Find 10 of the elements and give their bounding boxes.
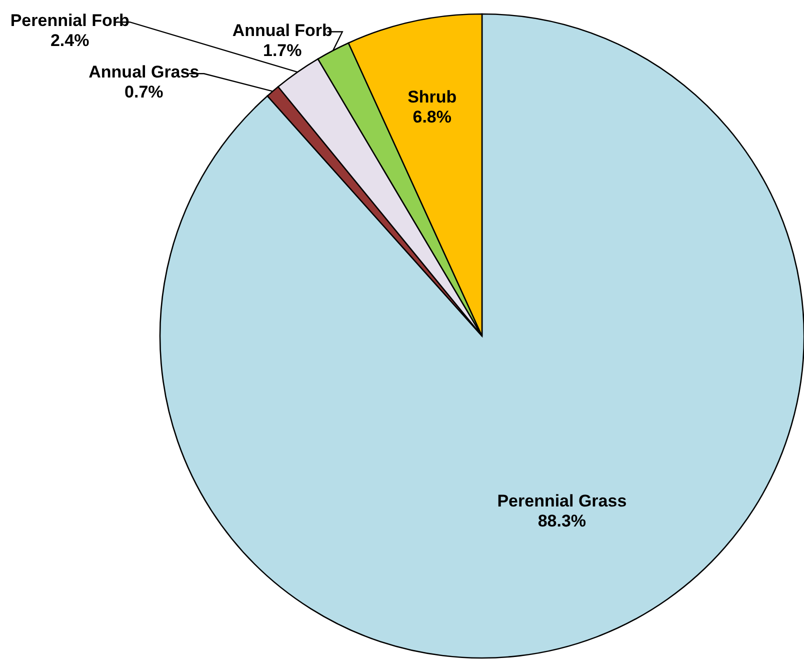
slice-label: Perennial Forb — [10, 11, 130, 30]
data-label: 88.3% — [538, 511, 586, 530]
data-label: 6.8% — [412, 107, 452, 126]
data-label: 0.7% — [124, 82, 164, 102]
slice-label: Shrub — [408, 87, 457, 106]
slice-label: Perennial Grass — [497, 491, 627, 510]
slice-label: Annual Forb — [232, 20, 332, 40]
data-label: 1.7% — [262, 40, 302, 60]
data-label: 2.4% — [50, 31, 90, 50]
slice-label: Annual Grass — [88, 62, 200, 82]
